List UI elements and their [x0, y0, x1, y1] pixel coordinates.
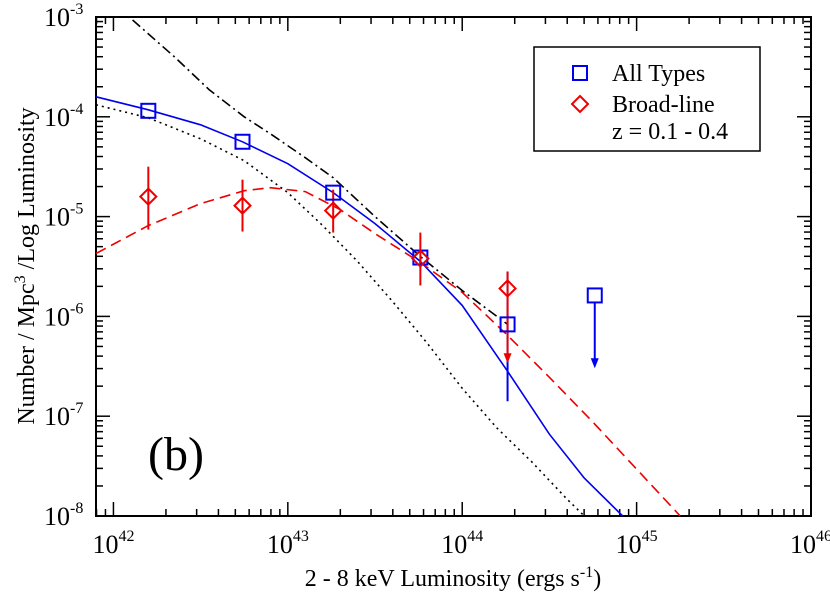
panel-label: (b): [148, 428, 204, 481]
x-tick-label: 1045: [616, 528, 658, 559]
x-axis-label: 2 - 8 keV Luminosity (ergs s-1): [305, 564, 601, 592]
curve-dash-dot-model: [132, 19, 509, 326]
x-tick-label: 1044: [441, 528, 483, 559]
upper-limit-square: [586, 287, 603, 304]
data-point-diamond: [323, 201, 343, 221]
legend-marker-broad-line: [570, 94, 590, 114]
legend-label-broad-line: Broad-line: [612, 92, 715, 118]
x-tick-label: 1042: [92, 528, 134, 559]
axis-ticks: [95, 16, 812, 517]
legend-label-redshift: z = 0.1 - 0.4: [612, 119, 728, 145]
data-markers: [138, 102, 603, 333]
y-tick-label: 10-6: [44, 300, 83, 331]
data-point-square: [234, 133, 251, 150]
data-point-diamond: [498, 279, 517, 298]
y-tick-label: 10-4: [44, 101, 83, 132]
data-point-diamond: [233, 196, 252, 216]
legend-box: [533, 46, 761, 152]
x-tick-label: 1043: [267, 528, 309, 559]
x-tick-label: 1046: [790, 528, 830, 559]
curve-dotted-model: [95, 104, 585, 517]
y-axis-label: Number / Mpc3 /Log Luminosity: [12, 107, 40, 424]
y-tick-label: 10-7: [44, 400, 83, 431]
curve-all-types-fit: [95, 96, 624, 517]
y-tick-label: 10-8: [44, 500, 83, 531]
error-bars: [147, 166, 599, 402]
upper-limit-arrow-head: [503, 353, 512, 364]
model-curves: [95, 19, 681, 517]
data-point-square: [325, 184, 342, 201]
legend: All Types Broad-line z = 0.1 - 0.4: [533, 46, 761, 152]
legend-marker-all-types: [572, 65, 588, 81]
data-point-square: [140, 102, 157, 119]
tick-labels: 1042 1043 1044 1045 1046 10-3 10-4 10-5 10-6 10-7…: [44, 1, 830, 559]
data-point-diamond: [410, 249, 430, 268]
legend-label-all-types: All Types: [612, 61, 705, 87]
upper-limit-arrow-head: [590, 358, 599, 369]
y-tick-label: 10-3: [44, 1, 83, 32]
y-tick-label: 10-5: [44, 201, 83, 232]
data-point-square: [499, 316, 516, 333]
data-point-diamond: [138, 187, 158, 207]
